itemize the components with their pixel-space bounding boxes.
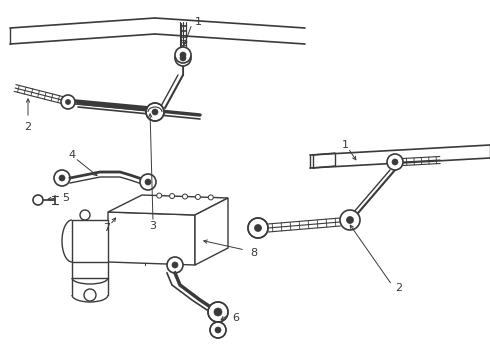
Circle shape bbox=[208, 302, 228, 322]
Text: 4: 4 bbox=[69, 150, 75, 160]
Circle shape bbox=[254, 225, 262, 231]
Circle shape bbox=[172, 262, 178, 268]
Circle shape bbox=[59, 175, 65, 181]
Circle shape bbox=[175, 47, 191, 63]
Circle shape bbox=[84, 289, 96, 301]
Circle shape bbox=[214, 308, 222, 316]
Circle shape bbox=[175, 50, 191, 66]
Circle shape bbox=[146, 103, 164, 121]
Circle shape bbox=[33, 195, 43, 205]
Circle shape bbox=[196, 194, 200, 199]
Text: 6: 6 bbox=[232, 313, 239, 323]
Polygon shape bbox=[108, 195, 228, 215]
Circle shape bbox=[140, 174, 156, 190]
Circle shape bbox=[152, 109, 158, 115]
Circle shape bbox=[248, 218, 268, 238]
Circle shape bbox=[182, 194, 188, 199]
Text: 8: 8 bbox=[250, 248, 257, 258]
Circle shape bbox=[167, 257, 183, 273]
Circle shape bbox=[180, 52, 186, 58]
Circle shape bbox=[387, 154, 403, 170]
Polygon shape bbox=[72, 220, 108, 262]
Circle shape bbox=[215, 327, 221, 333]
Text: 3: 3 bbox=[149, 221, 156, 231]
Circle shape bbox=[170, 194, 174, 199]
Text: 1: 1 bbox=[342, 140, 348, 150]
Text: 5: 5 bbox=[62, 193, 69, 203]
Text: 2: 2 bbox=[395, 283, 402, 293]
Circle shape bbox=[157, 193, 162, 198]
Polygon shape bbox=[195, 198, 228, 265]
Circle shape bbox=[180, 55, 186, 61]
Circle shape bbox=[346, 216, 353, 224]
Circle shape bbox=[54, 170, 70, 186]
Text: 1: 1 bbox=[195, 17, 202, 27]
Circle shape bbox=[80, 210, 90, 220]
Circle shape bbox=[208, 195, 213, 200]
Circle shape bbox=[66, 99, 71, 104]
Text: 2: 2 bbox=[24, 122, 31, 132]
Text: 7: 7 bbox=[103, 223, 111, 233]
Circle shape bbox=[61, 95, 75, 109]
Circle shape bbox=[392, 159, 398, 165]
Circle shape bbox=[210, 322, 226, 338]
Circle shape bbox=[145, 179, 151, 185]
Polygon shape bbox=[108, 212, 195, 265]
Circle shape bbox=[340, 210, 360, 230]
